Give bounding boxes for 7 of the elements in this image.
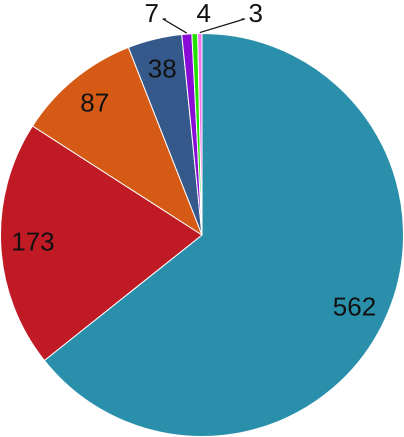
data-label: 38 — [148, 54, 177, 84]
data-label: 87 — [80, 87, 110, 118]
data-label: 3 — [248, 0, 263, 28]
data-label: 562 — [332, 292, 376, 322]
data-label: 173 — [11, 226, 55, 257]
data-label: 7 — [144, 0, 159, 28]
data-label: 4 — [196, 0, 211, 28]
